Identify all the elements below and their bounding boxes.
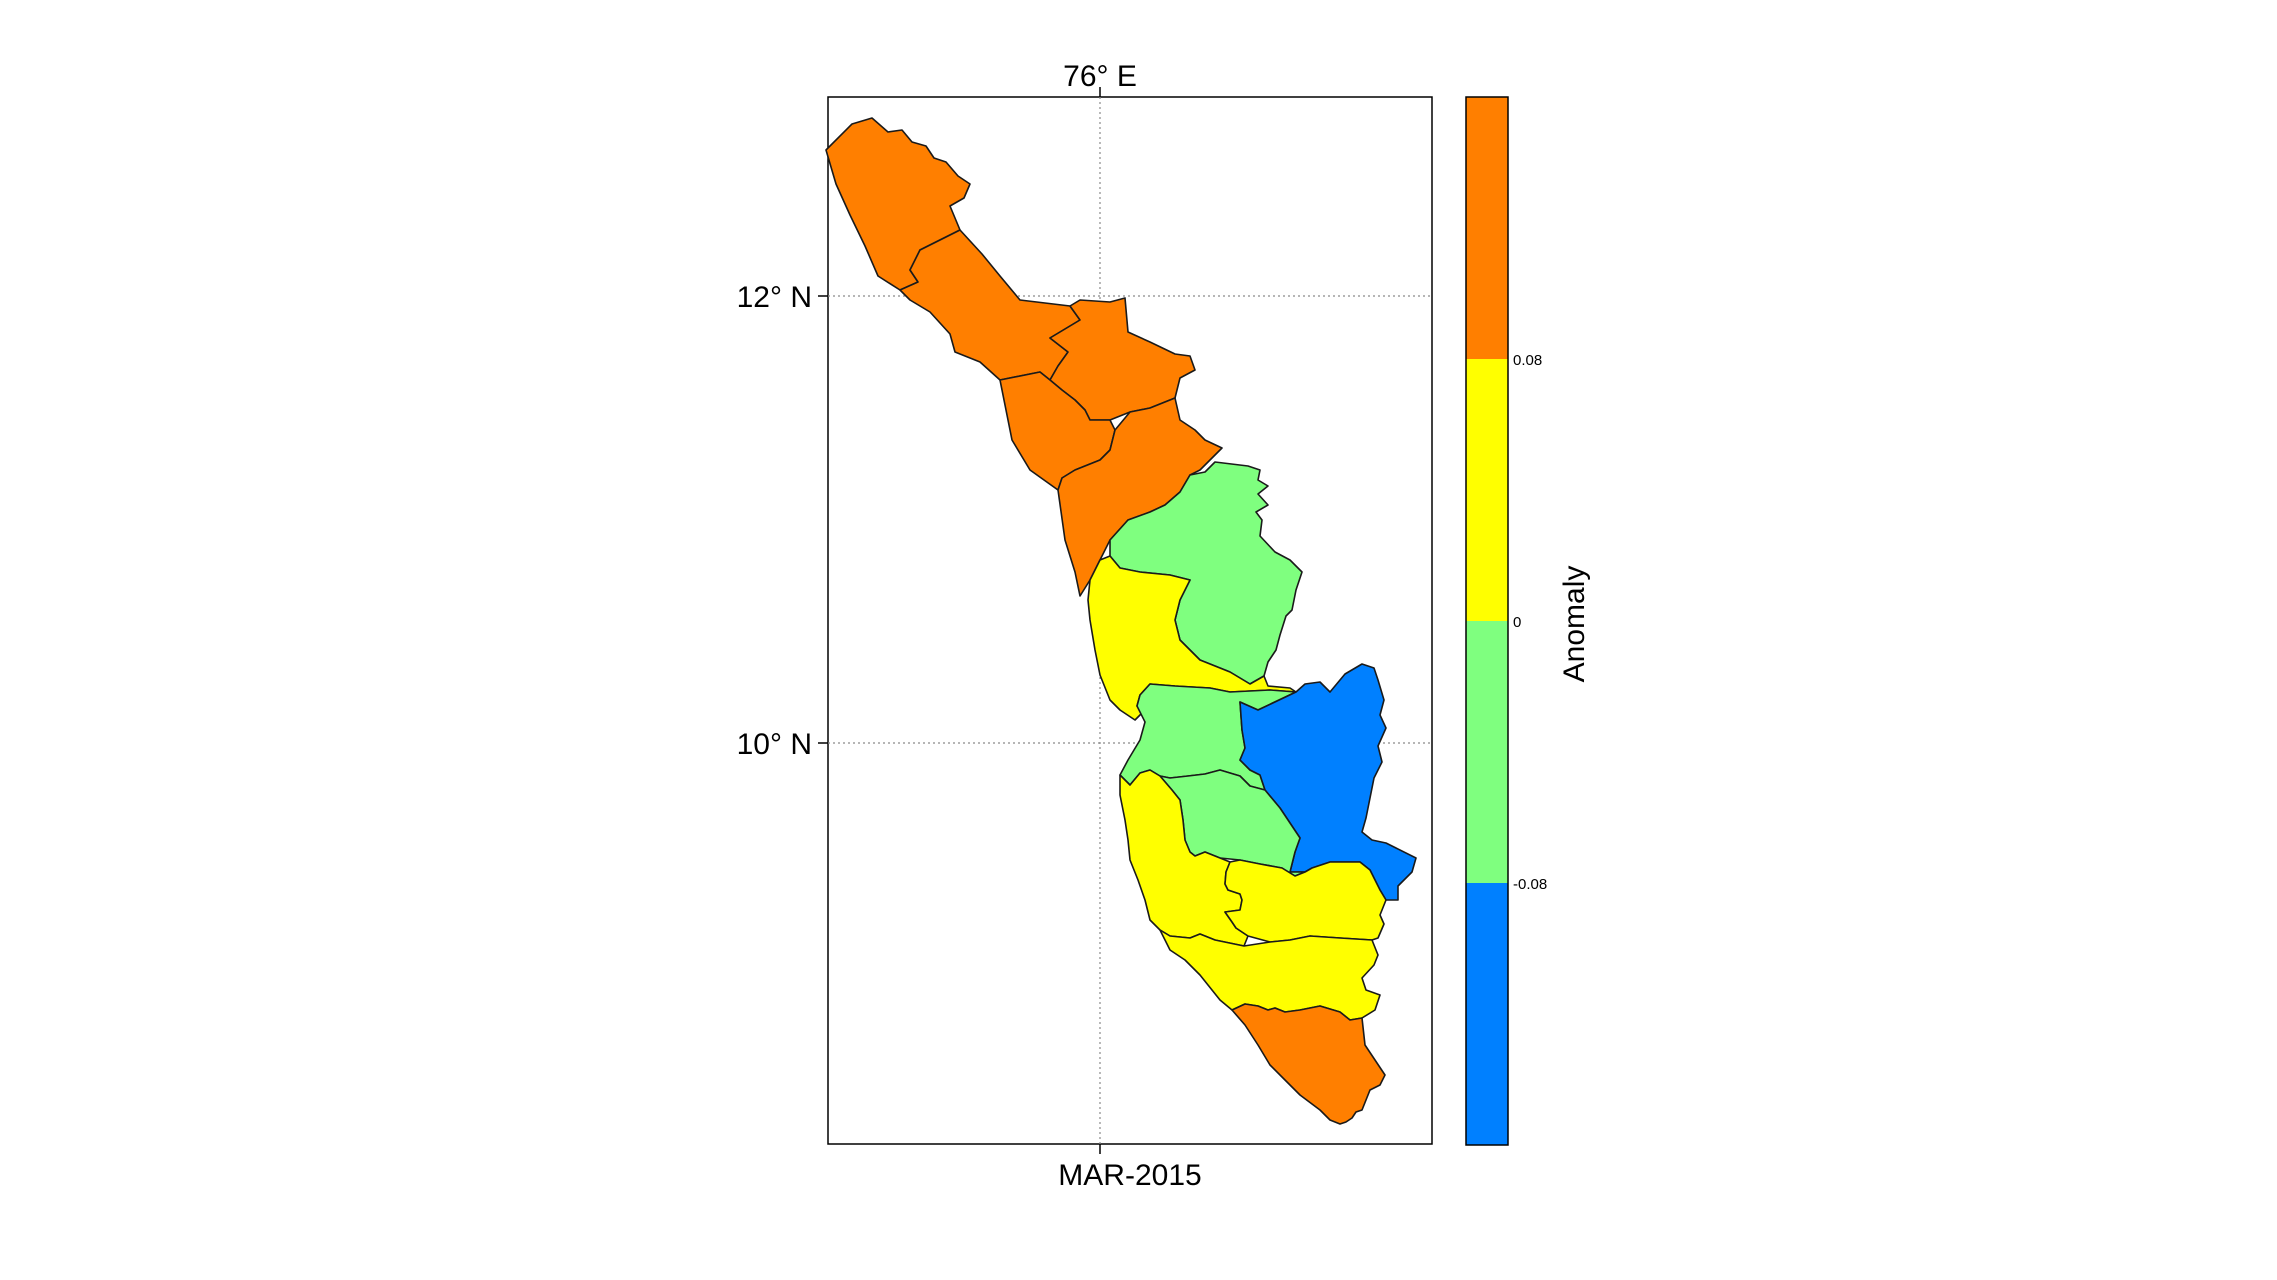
- region-pathanamthitta: [1224, 859, 1387, 943]
- region-kasaragod: [825, 117, 971, 291]
- latitude-label-12n: 12° N: [737, 281, 812, 314]
- districts: [825, 117, 1417, 1125]
- colorbar-frame: [1465, 96, 1509, 1146]
- colorbar-bin: [1466, 97, 1508, 359]
- colorbar-tick-label: 0: [1513, 614, 1521, 631]
- region-thiruvananthapuram: [1231, 1003, 1386, 1125]
- colorbar-bin: [1466, 883, 1508, 1145]
- date-label: MAR-2015: [1058, 1159, 1201, 1192]
- colorbar-tick-label: -0.08: [1513, 876, 1547, 893]
- colorbar: 0.08 0 -0.08 Anomaly: [1465, 96, 1591, 1146]
- latitude-label-10n: 10° N: [737, 728, 812, 761]
- colorbar-bin: [1466, 621, 1508, 883]
- top-longitude-label: 76° E: [1063, 60, 1137, 93]
- colorbar-bin: [1466, 359, 1508, 621]
- colorbar-title: Anomaly: [1558, 566, 1591, 683]
- colorbar-tick-label: 0.08: [1513, 352, 1542, 369]
